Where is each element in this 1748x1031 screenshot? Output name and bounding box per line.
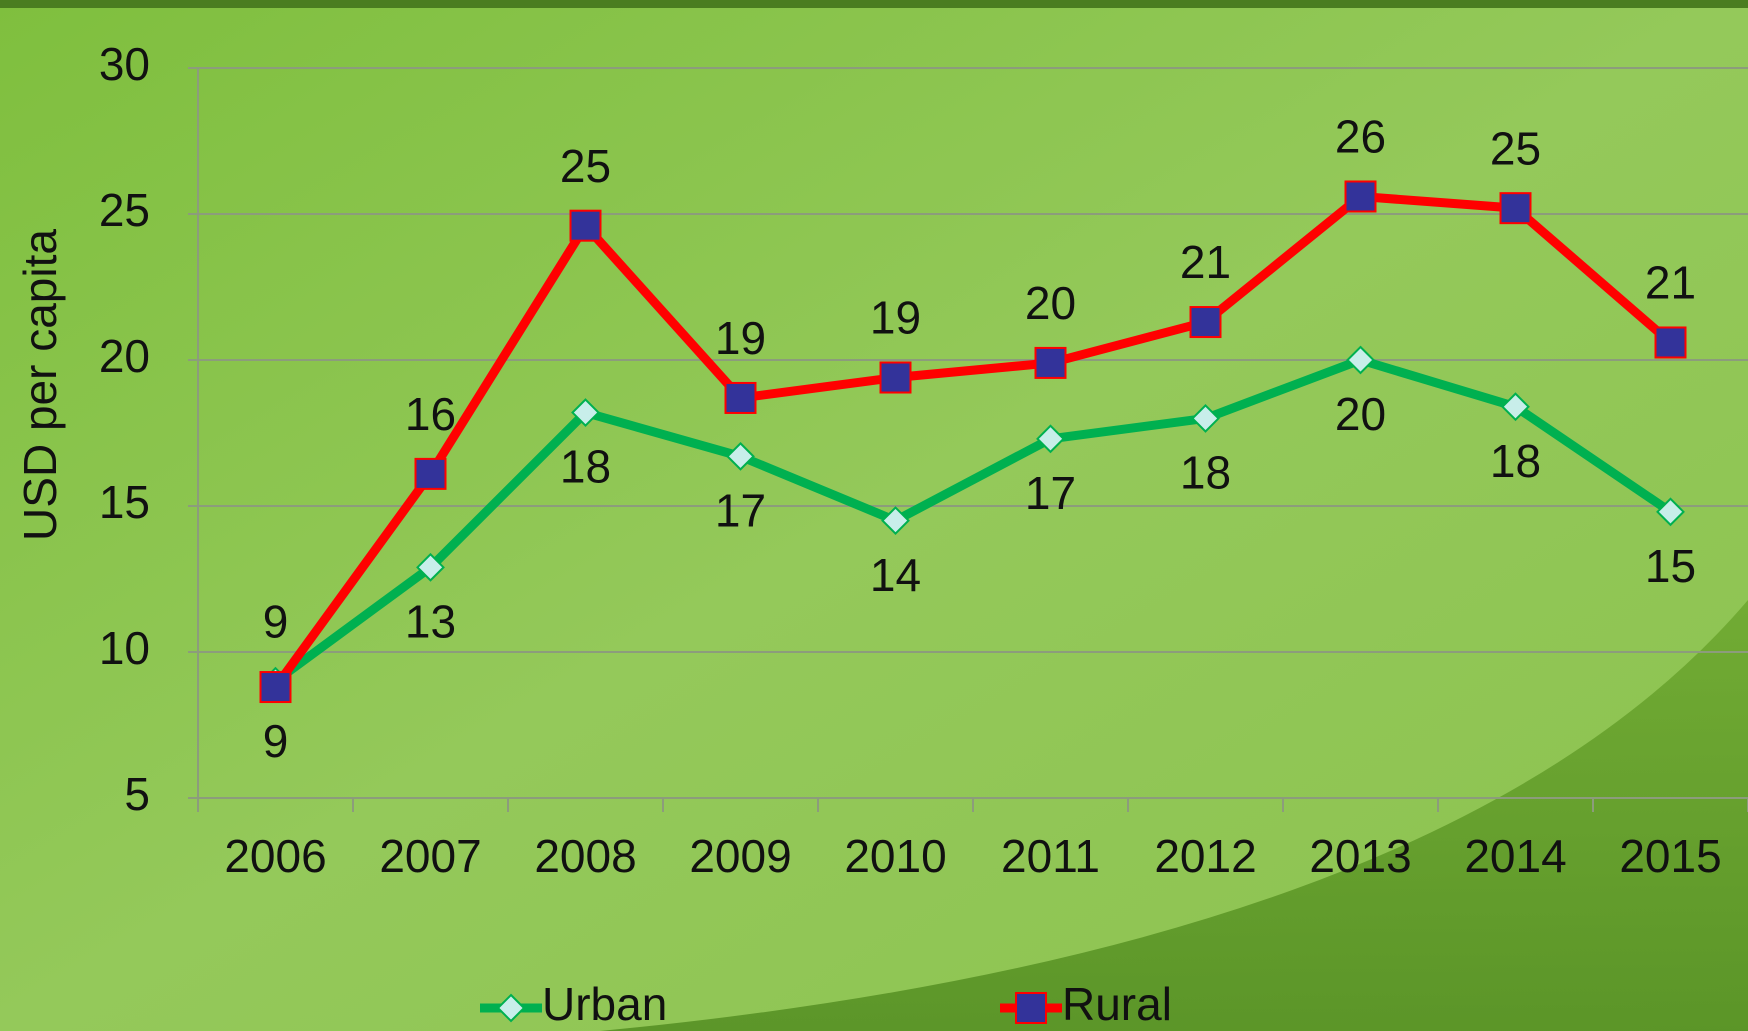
x-tick-label: 2015: [1619, 830, 1721, 882]
marker: [571, 398, 600, 427]
marker: [1036, 424, 1065, 454]
top-band: [0, 0, 1748, 8]
data-label: 21: [1180, 236, 1231, 288]
data-label: 26: [1335, 111, 1386, 163]
data-label: 18: [560, 441, 611, 493]
marker: [414, 457, 447, 490]
marker: [1034, 346, 1067, 379]
background-curve: [600, 600, 1748, 1031]
x-tick-label: 2010: [844, 830, 946, 882]
marker: [259, 671, 292, 704]
marker: [1189, 306, 1222, 339]
series-line: [271, 191, 1674, 690]
data-label: 21: [1645, 257, 1696, 309]
y-tick-label: 10: [99, 622, 150, 674]
marker: [569, 209, 602, 242]
data-label: 18: [1180, 447, 1231, 499]
marker: [1656, 497, 1685, 527]
series-line: [272, 355, 1674, 685]
marker: [1654, 326, 1687, 359]
x-tick-label: 2009: [689, 830, 791, 882]
data-label: 14: [870, 549, 921, 601]
data-label: 15: [1645, 540, 1696, 592]
data-label: 18: [1490, 435, 1541, 487]
legend-marker: [496, 993, 526, 1023]
marker: [416, 552, 445, 582]
data-label: 9: [263, 715, 289, 767]
data-label: 25: [1490, 122, 1541, 174]
data-label: 9: [263, 595, 289, 647]
legend-marker: [1015, 992, 1047, 1024]
data-label: 25: [560, 140, 611, 192]
y-tick-label: 5: [124, 768, 150, 820]
y-tick-label: 20: [99, 330, 150, 382]
data-label: 19: [870, 292, 921, 344]
marker: [881, 506, 910, 536]
marker: [879, 361, 912, 394]
x-tick-label: 2011: [1001, 830, 1100, 882]
marker: [726, 441, 755, 471]
marker: [1344, 180, 1377, 213]
y-tick-label: 15: [99, 476, 150, 528]
y-axis-label: USD per capita: [14, 229, 66, 541]
marker: [1346, 345, 1375, 375]
x-tick-label: 2013: [1309, 830, 1411, 882]
data-label: 19: [715, 312, 766, 364]
data-label: 17: [1025, 467, 1076, 519]
x-tick-label: 2007: [379, 830, 481, 882]
legend-label: Rural: [1062, 978, 1172, 1030]
legend-label: Urban: [542, 978, 667, 1030]
y-tick-label: 30: [99, 38, 150, 90]
marker: [1499, 192, 1532, 225]
data-label: 13: [405, 595, 456, 647]
x-tick-label: 2014: [1464, 830, 1566, 882]
data-label: 20: [1335, 388, 1386, 440]
y-tick-label: 25: [99, 184, 150, 236]
data-label: 20: [1025, 277, 1076, 329]
data-label: 17: [715, 485, 766, 537]
x-tick-label: 2008: [534, 830, 636, 882]
marker: [1191, 403, 1220, 433]
x-tick-label: 2006: [224, 830, 326, 882]
marker: [724, 381, 757, 414]
x-tick-label: 2012: [1154, 830, 1256, 882]
marker: [1501, 392, 1530, 422]
data-label: 16: [405, 388, 456, 440]
